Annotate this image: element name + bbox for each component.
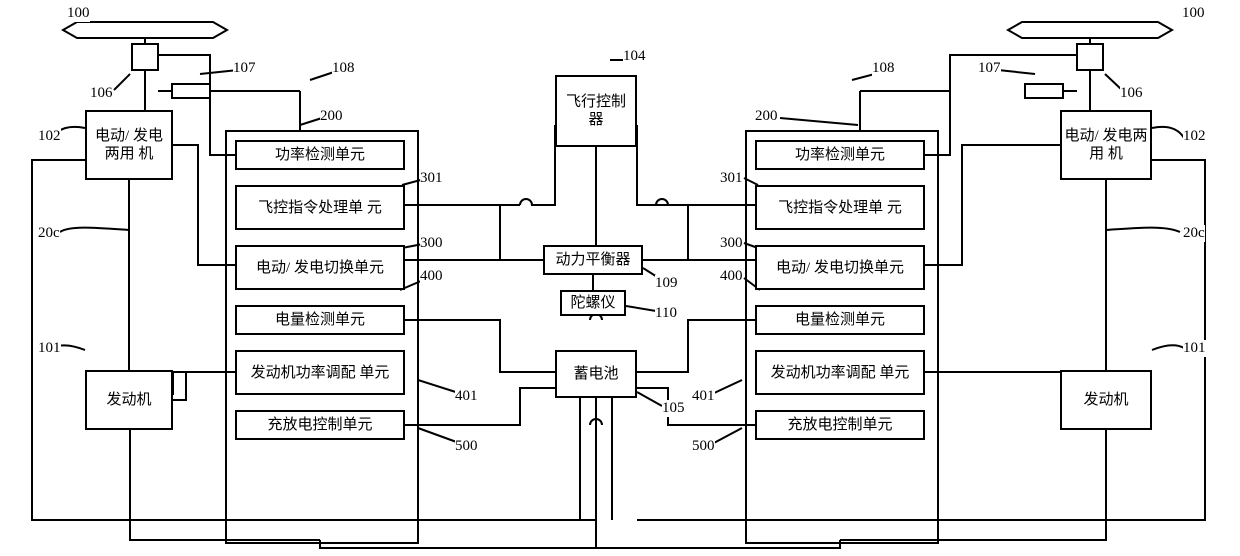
diagram-canvas: 电动/ 发电两用 机 发动机 功率检测单元 飞控指令处理单 元 电动/ 发电切换… — [0, 0, 1240, 556]
unit-301-left: 飞控指令处理单 元 — [235, 185, 405, 230]
lbl-102-r: 102 — [1183, 128, 1206, 145]
lbl-300-l: 300 — [420, 235, 443, 252]
unit-401-right: 发动机功率调配 单元 — [755, 350, 925, 395]
unit-400-left: 电量检测单元 — [235, 305, 405, 335]
gyro: 陀螺仪 — [560, 290, 626, 316]
unit-300-right: 电动/ 发电切换单元 — [755, 245, 925, 290]
lbl-101-l: 101 — [38, 340, 61, 357]
lbl-20c-l: 20c — [38, 225, 60, 242]
flight-controller: 飞行控制 器 — [555, 75, 637, 147]
lbl-100-r: 100 — [1182, 5, 1205, 22]
lbl-401-l: 401 — [455, 388, 478, 405]
unit-300-left: 电动/ 发电切换单元 — [235, 245, 405, 290]
lbl-500-r: 500 — [692, 438, 715, 455]
battery: 蓄电池 — [555, 350, 637, 398]
engine-left: 发动机 — [85, 370, 173, 430]
lbl-200-l: 200 — [320, 108, 343, 125]
lbl-102-l: 102 — [38, 128, 61, 145]
lbl-105: 105 — [662, 400, 685, 417]
lbl-106-l: 106 — [90, 85, 113, 102]
lbl-100-l: 100 — [67, 5, 90, 22]
unit-301-right: 飞控指令处理单 元 — [755, 185, 925, 230]
lbl-108-l: 108 — [332, 60, 355, 77]
lbl-400-r: 400 — [720, 268, 743, 285]
lbl-109: 109 — [655, 275, 678, 292]
unit-500-left: 充放电控制单元 — [235, 410, 405, 440]
unit-401-left: 发动机功率调配 单元 — [235, 350, 405, 395]
balancer: 动力平衡器 — [543, 245, 643, 275]
unit-400-right: 电量检测单元 — [755, 305, 925, 335]
lbl-107-l: 107 — [233, 60, 256, 77]
lbl-107-r: 107 — [978, 60, 1001, 77]
lbl-101-r: 101 — [1183, 340, 1206, 357]
lbl-106-r: 106 — [1120, 85, 1143, 102]
lbl-20c-r: 20c — [1183, 225, 1205, 242]
motor-gen-left: 电动/ 发电两用 机 — [85, 110, 173, 180]
lbl-104: 104 — [623, 48, 646, 65]
lbl-300-r: 300 — [720, 235, 743, 252]
lbl-301-r: 301 — [720, 170, 743, 187]
motor-gen-right: 电动/ 发电两用 机 — [1060, 110, 1152, 180]
unit-200-right: 功率检测单元 — [755, 140, 925, 170]
lbl-108-r: 108 — [872, 60, 895, 77]
lbl-200-r: 200 — [755, 108, 778, 125]
engine-right: 发动机 — [1060, 370, 1152, 430]
lbl-301-l: 301 — [420, 170, 443, 187]
lbl-401-r: 401 — [692, 388, 715, 405]
unit-500-right: 充放电控制单元 — [755, 410, 925, 440]
lbl-500-l: 500 — [455, 438, 478, 455]
lbl-110: 110 — [655, 305, 677, 322]
unit-200-left: 功率检测单元 — [235, 140, 405, 170]
lbl-400-l: 400 — [420, 268, 443, 285]
